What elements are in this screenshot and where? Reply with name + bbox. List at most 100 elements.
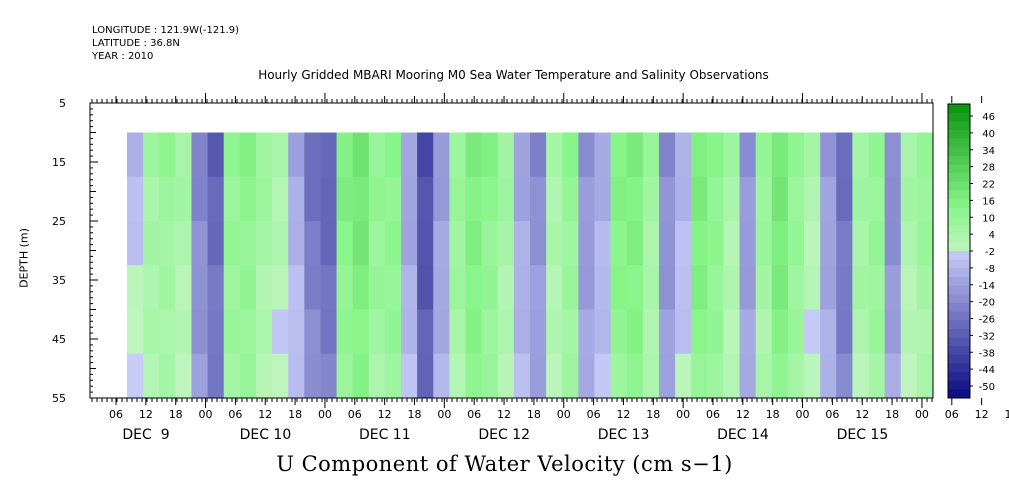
heatmap-cell xyxy=(239,221,257,266)
colorbar-segment xyxy=(948,328,970,338)
x-day-label: DEC 15 xyxy=(837,427,889,443)
longitude-label: LONGITUDE : 121.9W(-121.9) xyxy=(92,25,239,36)
heatmap-cell xyxy=(304,132,322,178)
heatmap-cell xyxy=(642,132,660,178)
heatmap-cell xyxy=(658,221,676,266)
heatmap-cell xyxy=(836,353,853,398)
x-tick-label: 18 xyxy=(288,408,302,421)
x-tick-label: 00 xyxy=(796,408,810,421)
heatmap-cell xyxy=(368,221,386,266)
heatmap-cell xyxy=(658,309,676,355)
x-tick-label: 18 xyxy=(766,408,780,421)
heatmap-cell xyxy=(626,132,644,178)
heatmap-cell xyxy=(449,132,467,178)
heatmap-cell xyxy=(288,132,305,178)
heatmap-cell xyxy=(497,353,515,398)
heatmap-cell xyxy=(207,176,225,222)
heatmap-cell xyxy=(723,353,741,398)
heatmap-cell xyxy=(771,132,789,178)
heatmap-cell xyxy=(384,176,402,222)
colorbar-segment xyxy=(948,199,970,209)
heatmap-cell xyxy=(852,221,870,266)
heatmap-cell xyxy=(417,221,434,266)
heatmap-cell xyxy=(723,309,741,355)
heatmap-cell xyxy=(207,221,225,266)
heatmap-cell xyxy=(143,309,160,355)
colorbar-segment xyxy=(948,216,970,226)
x-tick-label: 12 xyxy=(616,408,630,421)
heatmap-cell xyxy=(207,353,225,398)
heatmap-cell xyxy=(481,132,499,178)
heatmap-cell xyxy=(497,265,515,311)
colorbar-segment xyxy=(948,138,970,148)
x-tick-label: 12 xyxy=(139,408,153,421)
heatmap-cell xyxy=(755,176,773,222)
heatmap-cell xyxy=(642,265,660,311)
heatmap-cell xyxy=(304,309,322,355)
heatmap-cell xyxy=(578,353,596,398)
heatmap-cells xyxy=(127,132,933,398)
colorbar-label: 4 xyxy=(989,230,995,241)
x-tick-label: 06 xyxy=(228,408,242,421)
y-tick-label: 35 xyxy=(52,274,66,287)
heatmap-cell xyxy=(578,265,596,311)
heatmap-cell xyxy=(675,176,692,222)
x-tick-label: 12 xyxy=(258,408,272,421)
heatmap-cell xyxy=(868,221,886,266)
chart-title: Hourly Gridded MBARI Mooring M0 Sea Wate… xyxy=(258,68,769,82)
heatmap-cell xyxy=(755,132,773,178)
colorbar-label: -14 xyxy=(979,281,995,292)
heatmap-cell xyxy=(658,353,676,398)
x-tick-label: 06 xyxy=(945,408,959,421)
heatmap-cell xyxy=(481,265,499,311)
heatmap-cell xyxy=(546,132,563,178)
heatmap-cell xyxy=(223,132,241,178)
heatmap-cell xyxy=(223,176,241,222)
x-tick-label: 06 xyxy=(587,408,601,421)
heatmap-cell xyxy=(336,353,354,398)
heatmap-cell xyxy=(594,132,612,178)
colorbar-segment xyxy=(948,190,970,200)
heatmap-cell xyxy=(127,221,144,266)
colorbar-segment xyxy=(948,207,970,217)
colorbar-segment xyxy=(948,320,970,330)
heatmap-cell xyxy=(739,132,757,178)
heatmap-cell xyxy=(191,265,209,311)
heatmap-cell xyxy=(658,265,676,311)
heatmap-cell xyxy=(916,176,933,222)
heatmap-cell xyxy=(239,176,257,222)
y-tick-label: 45 xyxy=(52,333,66,346)
heatmap-cell xyxy=(868,132,886,178)
heatmap-cell xyxy=(272,132,289,178)
heatmap-cell xyxy=(352,265,370,311)
x-tick-label: 18 xyxy=(169,408,183,421)
heatmap-cell xyxy=(513,176,531,222)
heatmap-cell xyxy=(884,353,902,398)
heatmap-cell xyxy=(691,353,708,398)
heatmap-cell xyxy=(707,309,725,355)
colorbar-segment xyxy=(948,225,970,235)
heatmap-cell xyxy=(191,353,209,398)
heatmap-cell xyxy=(320,176,338,222)
colorbar-label: 28 xyxy=(982,163,995,174)
latitude-label: LATITUDE : 36.8N xyxy=(92,38,180,49)
heatmap-cell xyxy=(304,176,322,222)
heatmap-cell xyxy=(320,221,338,266)
y-tick-labels: 5 15 25 35 45 55 xyxy=(52,97,66,405)
heatmap-cell xyxy=(787,176,805,222)
heatmap-cell xyxy=(497,309,515,355)
x-tick-label: 00 xyxy=(915,408,929,421)
x-tick-labels: 06 12 18 00 06 12 18 00 06 12 18 00 06 12 18 00 06 12 18 00… xyxy=(109,408,1009,443)
heatmap-cell xyxy=(239,309,257,355)
heatmap-cell xyxy=(223,221,241,266)
heatmap-cell xyxy=(626,265,644,311)
heatmap-cell xyxy=(239,132,257,178)
heatmap-cell xyxy=(900,265,918,311)
colorbar-segment xyxy=(948,164,970,174)
heatmap-cell xyxy=(368,132,386,178)
heatmap-cell xyxy=(626,176,644,222)
x-tick-label: 12 xyxy=(855,408,869,421)
colorbar-segment xyxy=(948,155,970,166)
heatmap-cell xyxy=(255,132,273,178)
